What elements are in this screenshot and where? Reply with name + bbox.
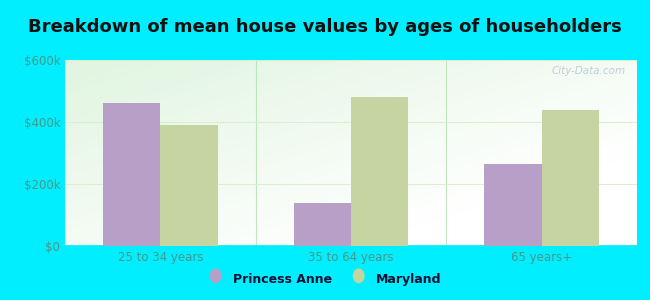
- Text: Breakdown of mean house values by ages of householders: Breakdown of mean house values by ages o…: [28, 18, 622, 36]
- Bar: [541, 110, 599, 246]
- Bar: [484, 164, 541, 246]
- Bar: [103, 103, 161, 246]
- Text: City-Data.com: City-Data.com: [551, 66, 625, 76]
- Legend: Princess Anne, Maryland: Princess Anne, Maryland: [203, 268, 447, 291]
- Bar: [351, 97, 408, 246]
- Bar: [161, 125, 218, 246]
- Bar: [294, 202, 351, 246]
